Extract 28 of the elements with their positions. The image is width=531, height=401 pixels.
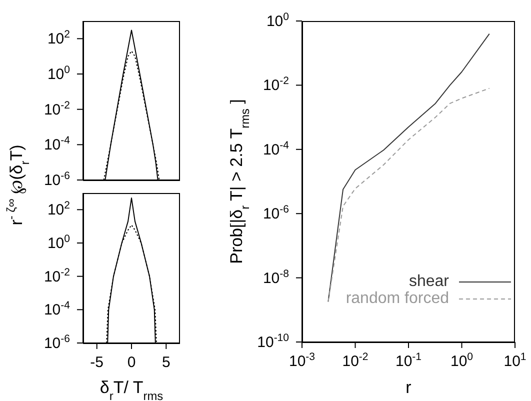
y-tick-label: 10$^{-8}$	[262, 268, 290, 287]
y-tick-label: 10$^{2}$	[47, 28, 70, 48]
x-tick-label: -5	[90, 354, 104, 371]
x-axis-title: r	[406, 378, 412, 397]
y-tick-label: 10$^{-6}$	[262, 204, 290, 223]
y-tick-label: 10$^{0}$	[47, 233, 70, 252]
y-tick-label: 10$^{0}$	[47, 64, 70, 83]
y-tick-label: 10$^{-10}$	[257, 332, 290, 351]
y-tick-label: 10$^{-4}$	[44, 300, 70, 319]
x-tick-label: 10$^{0}$	[450, 351, 474, 370]
y-tick-label: 10$^{2}$	[47, 200, 70, 219]
y-tick-label: 10$^{-2}$	[44, 266, 70, 286]
y-tick-label: 10$^{-6}$	[44, 333, 70, 352]
x-tick-label: 5	[162, 354, 170, 371]
x-tick-label: 0	[127, 354, 136, 371]
y-tick-label: 10$^{-4}$	[262, 139, 290, 158]
y-tick-label: 10$^{-2}$	[44, 99, 70, 118]
x-axis-title: δ$_{r}$T/ T$_{rms}$	[100, 378, 164, 401]
x-tick-label: 10$^{1}$	[504, 351, 526, 370]
y-tick-label: 10$^{-2}$	[262, 75, 290, 94]
x-tick-label: 10$^{-2}$	[342, 351, 368, 370]
x-tick-label: 10$^{-3}$	[288, 351, 316, 370]
y-tick-label: 10$^{-4}$	[44, 134, 70, 154]
x-tick-label: 10$^{-1}$	[395, 351, 422, 370]
legend-label: shear	[408, 273, 449, 290]
y-tick-label: 10$^{0}$	[266, 11, 290, 30]
legend-label: random forced	[346, 290, 449, 307]
y-tick-label: 10$^{-6}$	[44, 170, 70, 189]
